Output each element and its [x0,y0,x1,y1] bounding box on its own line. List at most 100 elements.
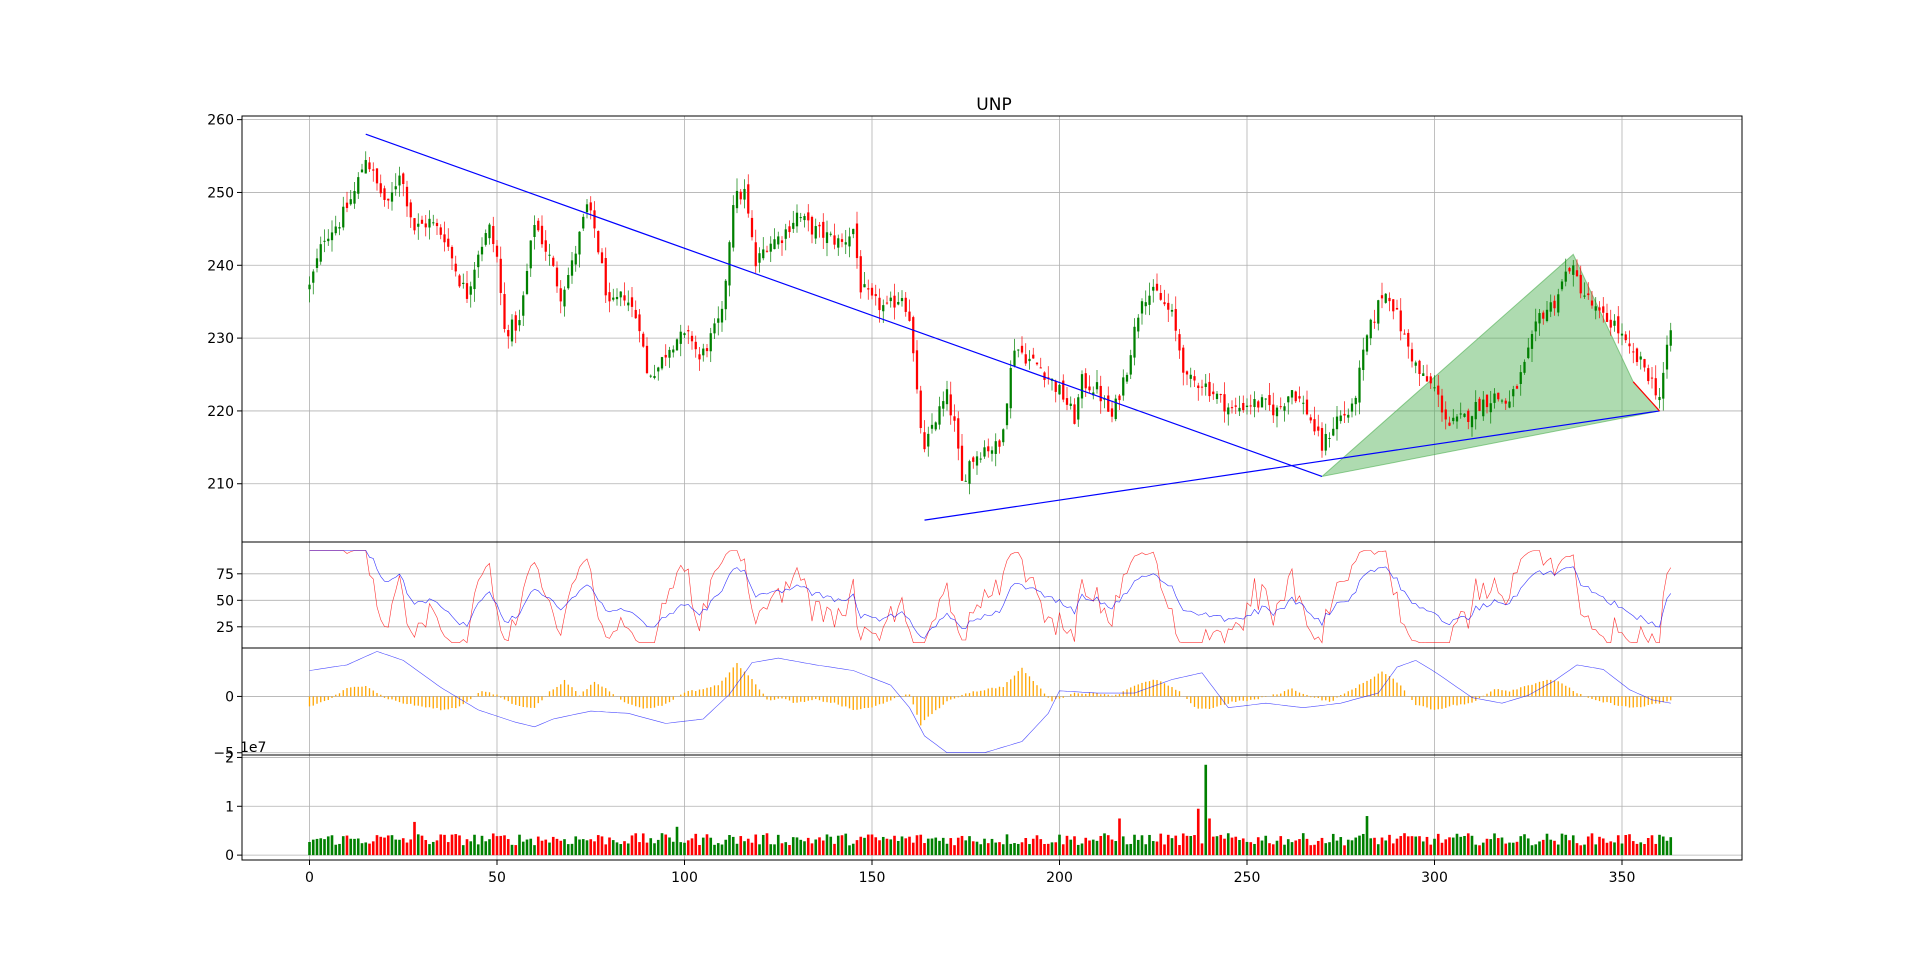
candle-body [1298,396,1301,399]
volume-bar [1309,845,1313,856]
volume-bar [1391,843,1395,856]
candle-body [1594,306,1597,311]
candle-body [1335,416,1339,430]
candle-body [413,218,416,231]
candle-body [484,233,487,245]
candle-body [1178,334,1181,351]
candle-body [1658,396,1661,401]
candle-body [1429,376,1432,384]
price-ytick-label: 240 [207,258,234,274]
candle-body [555,267,559,287]
volume-bar [398,839,401,856]
candle-body [867,288,870,290]
candle-body [1365,335,1369,352]
volume-bar [1609,841,1613,856]
volume-bar [559,840,563,856]
candle-body [687,330,690,332]
candle-body [1133,326,1136,358]
macd-ytick-label: 0 [225,689,234,705]
volume-bar [713,844,716,856]
candle-body [1643,359,1646,368]
candle-body [807,212,810,221]
candle-body [1343,413,1346,416]
candle-body [563,289,566,307]
candle-body [1575,270,1579,277]
volume-bar [694,833,698,856]
candle-body [1377,300,1380,324]
x-tick-label: 0 [305,870,314,886]
rsi-ytick-label: 75 [216,567,234,583]
price-ytick-label: 250 [207,185,234,201]
volume-bar [1650,835,1654,856]
volume-bar [945,843,949,856]
volume-bar [1181,833,1185,856]
candle-body [698,354,701,360]
candle-body [1279,406,1282,408]
volume-bar [1253,843,1256,856]
volume-bar [1534,844,1538,856]
volume-bar [956,837,960,856]
x-tick-label: 150 [859,870,886,886]
trendline [1632,381,1660,412]
candle-body [694,341,697,350]
volume-bar [731,836,735,856]
candle-body [792,222,795,229]
volume-bar [1594,844,1598,856]
volume-bar [514,845,518,856]
candle-body [578,231,581,255]
volume-bar [634,833,638,856]
candle-body [1508,401,1511,408]
candle-body [1632,351,1635,353]
candle-body [1167,302,1170,310]
volume-bar [780,843,784,856]
volume-bar [885,838,889,856]
volume-bar [986,843,990,856]
candle-body [668,349,671,358]
volume-bar [424,840,428,856]
rsi-ytick-label: 50 [216,593,234,609]
volume-bar [439,834,443,856]
volume-bar [1241,838,1245,856]
volume-bar [630,835,634,856]
candle-body [428,218,431,228]
candle-body [660,357,664,369]
volume-bar [1298,839,1301,856]
candle-body [1332,428,1335,436]
volume-bar [1575,843,1579,856]
volume-bar [1121,836,1125,856]
candle-body [964,480,967,482]
candle-body [1272,404,1275,416]
candle-body [1557,294,1560,313]
volume-bar [690,838,694,856]
candle-body [870,287,874,296]
candle-body [338,227,341,229]
candle-body [357,177,360,194]
volume-bar [1538,841,1541,856]
candle-body [1069,403,1072,406]
volume-bar [1421,841,1425,856]
volume-bar [1223,838,1226,856]
volume-bar [371,841,375,856]
volume-bar [1275,840,1279,856]
candle-body [1328,437,1331,439]
candle-body [559,288,562,302]
candle-body [1542,312,1545,319]
candle-body [720,308,724,323]
volume-bar [1159,833,1163,856]
volume-bar [930,838,934,856]
candle-body [1425,376,1429,382]
candle-body [544,240,547,252]
candle-body [904,297,907,312]
volume-bar [949,838,953,856]
rsi-panel: 25 50 75 [216,541,1743,649]
volume-bar [1470,835,1474,856]
candle-body [1568,267,1571,272]
candle-body [750,217,754,238]
volume-bar [600,836,604,856]
candle-body [1208,381,1211,397]
candle-body [837,238,840,248]
candle-body [653,375,656,379]
volume-bar [326,836,330,856]
candle-body [912,317,915,354]
volume-bar [1669,837,1673,856]
